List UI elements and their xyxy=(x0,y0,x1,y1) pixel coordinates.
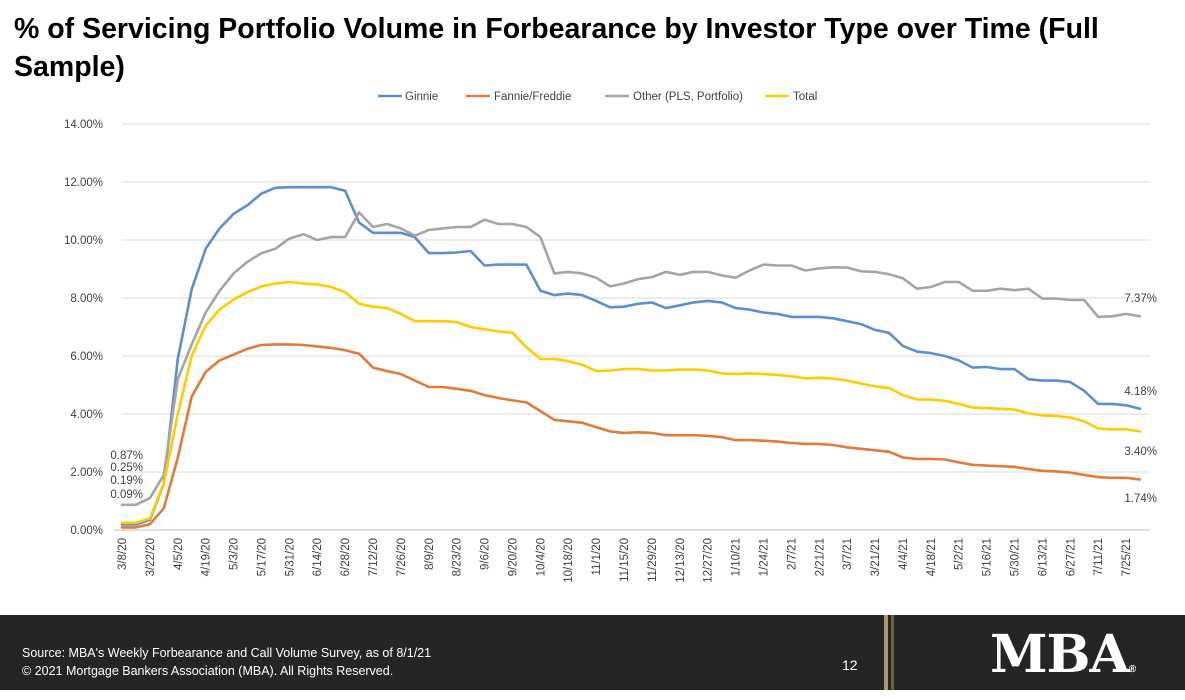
source-note: Source: MBA's Weekly Forbearance and Cal… xyxy=(22,646,432,660)
footer-divider xyxy=(891,615,894,690)
y-tick-label: 10.00% xyxy=(64,235,103,247)
data-label: 1.74% xyxy=(1124,493,1157,505)
series-line-total xyxy=(120,280,1142,525)
mba-logo: MBA® xyxy=(990,624,1136,685)
x-tick-label: 11/1/20 xyxy=(591,538,603,576)
x-tick-label: 2/21/21 xyxy=(814,538,826,576)
x-tick-label: 6/13/21 xyxy=(1037,538,1049,576)
footer: Source: MBA's Weekly Forbearance and Cal… xyxy=(0,615,1185,690)
x-tick-label: 6/14/20 xyxy=(312,538,324,576)
x-tick-label: 6/28/20 xyxy=(340,538,352,576)
x-tick-label: 4/18/21 xyxy=(926,538,938,576)
x-tick-label: 5/16/21 xyxy=(982,538,994,576)
x-tick-label: 1/10/21 xyxy=(731,538,743,576)
data-label: 0.25% xyxy=(110,462,143,474)
footer-text: Source: MBA's Weekly Forbearance and Cal… xyxy=(22,644,431,680)
copyright-note: © 2021 Mortgage Bankers Association (MBA… xyxy=(22,664,394,678)
x-tick-label: 9/6/20 xyxy=(480,538,492,570)
legend-label: Fannie/Freddie xyxy=(494,91,571,103)
x-tick-label: 4/19/20 xyxy=(201,538,213,576)
data-label: 0.09% xyxy=(110,489,143,501)
y-tick-label: 8.00% xyxy=(70,293,103,305)
x-tick-label: 10/4/20 xyxy=(535,538,547,576)
y-tick-label: 4.00% xyxy=(70,409,103,421)
legend-label: Ginnie xyxy=(405,91,438,103)
data-label: 0.19% xyxy=(110,475,143,487)
x-tick-label: 4/4/21 xyxy=(898,538,910,570)
x-tick-label: 8/9/20 xyxy=(424,538,436,570)
y-tick-label: 2.00% xyxy=(70,467,103,479)
x-tick-label: 1/24/21 xyxy=(758,538,770,576)
x-tick-label: 8/23/20 xyxy=(452,538,464,576)
x-tick-label: 3/8/20 xyxy=(117,538,129,570)
data-label: 7.37% xyxy=(1124,293,1157,305)
x-tick-label: 9/20/20 xyxy=(507,538,519,576)
y-tick-label: 14.00% xyxy=(64,119,103,131)
x-tick-label: 12/13/20 xyxy=(675,538,687,583)
data-label: 0.87% xyxy=(110,450,143,462)
x-tick-label: 5/30/21 xyxy=(1009,538,1021,576)
x-tick-label: 5/2/21 xyxy=(954,538,966,570)
x-tick-label: 2/7/21 xyxy=(786,538,798,570)
x-tick-label: 3/7/21 xyxy=(842,538,854,570)
x-tick-label: 11/29/20 xyxy=(647,538,659,582)
page-number: 12 xyxy=(842,657,858,673)
x-tick-label: 7/12/20 xyxy=(368,538,380,576)
legend-label: Other (PLS, Portfolio) xyxy=(633,91,743,103)
page-title: % of Servicing Portfolio Volume in Forbe… xyxy=(14,13,1099,83)
x-tick-label: 4/5/20 xyxy=(173,538,185,570)
x-tick-label: 10/18/20 xyxy=(563,538,575,583)
series-line-fannie-freddie xyxy=(120,343,1142,529)
x-tick-label: 3/22/20 xyxy=(145,538,157,576)
x-tick-label: 7/26/20 xyxy=(396,538,408,576)
x-tick-label: 6/27/21 xyxy=(1065,538,1077,576)
y-tick-label: 6.00% xyxy=(70,351,103,363)
legend-label: Total xyxy=(793,91,817,103)
x-tick-label: 5/17/20 xyxy=(256,538,268,576)
data-label: 3.40% xyxy=(1124,446,1157,458)
series-line-other-pls-portfolio xyxy=(120,211,1142,507)
forbearance-line-chart: 0.00% 2.00% 4.00% 6.00% 8.00% 10.00% 12.00% 14.… xyxy=(64,91,1157,583)
x-tick-label: 3/21/21 xyxy=(870,538,882,576)
data-label: 4.18% xyxy=(1124,386,1157,398)
y-tick-label: 12.00% xyxy=(64,177,103,189)
x-tick-label: 12/27/20 xyxy=(703,538,715,583)
x-tick-label: 7/11/21 xyxy=(1093,538,1105,576)
x-tick-label: 11/15/20 xyxy=(619,538,631,582)
y-tick-label: 0.00% xyxy=(70,525,103,537)
x-tick-label: 5/3/20 xyxy=(229,538,241,570)
footer-divider xyxy=(884,615,888,690)
x-tick-label: 7/25/21 xyxy=(1121,538,1133,576)
x-tick-label: 5/31/20 xyxy=(284,538,296,576)
series-line-ginnie xyxy=(120,185,1142,526)
